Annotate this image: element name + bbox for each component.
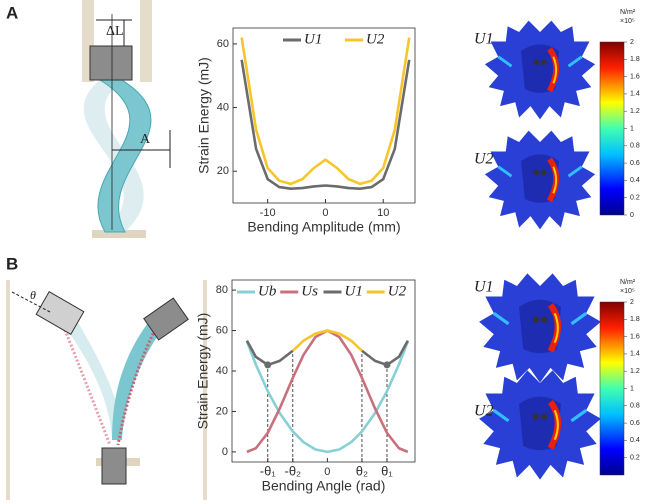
illustration-label: ΔL: [106, 24, 124, 39]
legend-label: Us: [301, 283, 318, 299]
minimum-dot: [264, 361, 272, 369]
y-tick-label: 60: [216, 324, 228, 336]
minimum-dot: [383, 361, 391, 369]
colorbar: [599, 41, 625, 216]
x-tick-label: θ₂: [356, 463, 368, 478]
series-line: [291, 329, 363, 352]
colorbar-tick-label: 1.8: [630, 316, 640, 323]
colorbar-scale: ×10⁵: [620, 18, 635, 25]
colorbar-unit: N/m²: [620, 9, 636, 16]
colorbar-unit: N/m²: [620, 279, 636, 286]
y-tick-label: 40: [217, 101, 229, 113]
x-axis-label: Bending Amplitude (mm): [247, 219, 400, 235]
fem-label: U1: [474, 31, 494, 48]
x-tick-label: -10: [260, 207, 276, 219]
fem-label: U2: [474, 403, 494, 420]
series-line: [240, 37, 411, 186]
colorbar-tick-label: 0.8: [630, 143, 640, 150]
x-tick-label: -θ₂: [284, 463, 301, 478]
fem-label: U2: [474, 151, 494, 168]
x-tick-label: -θ₁: [260, 463, 277, 478]
colorbar-tick-label: 0.6: [630, 160, 640, 167]
y-axis-label: Strain Energy (mJ): [196, 57, 212, 174]
panel-label: A: [6, 3, 18, 22]
legend-label: U1: [345, 283, 363, 299]
x-tick-label: 0: [322, 207, 328, 219]
colorbar-tick-label: 1.6: [630, 73, 640, 80]
colorbar-tick-label: 1.8: [630, 56, 640, 63]
y-tick-label: 20: [217, 165, 229, 177]
illustration-label: A: [140, 132, 151, 147]
fem-label: U1: [474, 279, 494, 296]
colorbar-scale: ×10⁵: [620, 288, 635, 295]
colorbar-tick-label: 0.2: [630, 195, 640, 202]
illustration-label: θ: [30, 288, 36, 302]
colorbar-tick-label: 0.2: [630, 455, 640, 462]
colorbar-tick-label: 2: [630, 299, 634, 306]
colorbar-tick-label: 0.6: [630, 420, 640, 427]
y-tick-label: 40: [216, 365, 228, 377]
colorbar-tick-label: 0: [630, 212, 634, 219]
x-tick-label: 0: [324, 466, 330, 478]
colorbar-tick-label: 2: [630, 39, 634, 46]
y-axis-label: Strain Energy (mJ): [195, 313, 211, 430]
y-tick-label: 80: [216, 284, 228, 296]
colorbar-tick-label: 1: [630, 385, 634, 392]
colorbar-tick-label: 1.2: [630, 368, 640, 375]
plot-frame: [232, 27, 416, 204]
colorbar-tick-label: 1.2: [630, 108, 640, 115]
illustration-b: [6, 280, 207, 500]
legend-label: Ub: [258, 283, 277, 299]
fem-image: [479, 21, 601, 480]
y-tick-label: 60: [217, 38, 229, 50]
y-tick-label: 0: [222, 446, 228, 458]
x-tick-label: θ₁: [381, 463, 393, 478]
x-tick-label: 10: [377, 207, 389, 219]
colorbar-tick-label: 0.4: [630, 437, 640, 444]
colorbar-tick-label: 1.6: [630, 333, 640, 340]
illustration-a: [82, 0, 171, 238]
colorbar-tick-label: 1.4: [630, 351, 640, 358]
series-line: [240, 59, 411, 190]
colorbar-tick-label: 0.8: [630, 403, 640, 410]
legend-label: U2: [366, 31, 385, 47]
series-line: [245, 340, 410, 454]
series-line: [246, 329, 409, 454]
legend-label: U1: [304, 31, 322, 47]
colorbar: [599, 301, 625, 476]
colorbar-tick-label: 1.4: [630, 91, 640, 98]
colorbar-tick-label: 1: [630, 125, 634, 132]
panel-label: B: [6, 254, 18, 273]
x-axis-label: Bending Angle (rad): [262, 478, 386, 494]
legend-label: U2: [388, 283, 407, 299]
y-tick-label: 20: [216, 405, 228, 417]
colorbar-tick-label: 0.4: [630, 177, 640, 184]
